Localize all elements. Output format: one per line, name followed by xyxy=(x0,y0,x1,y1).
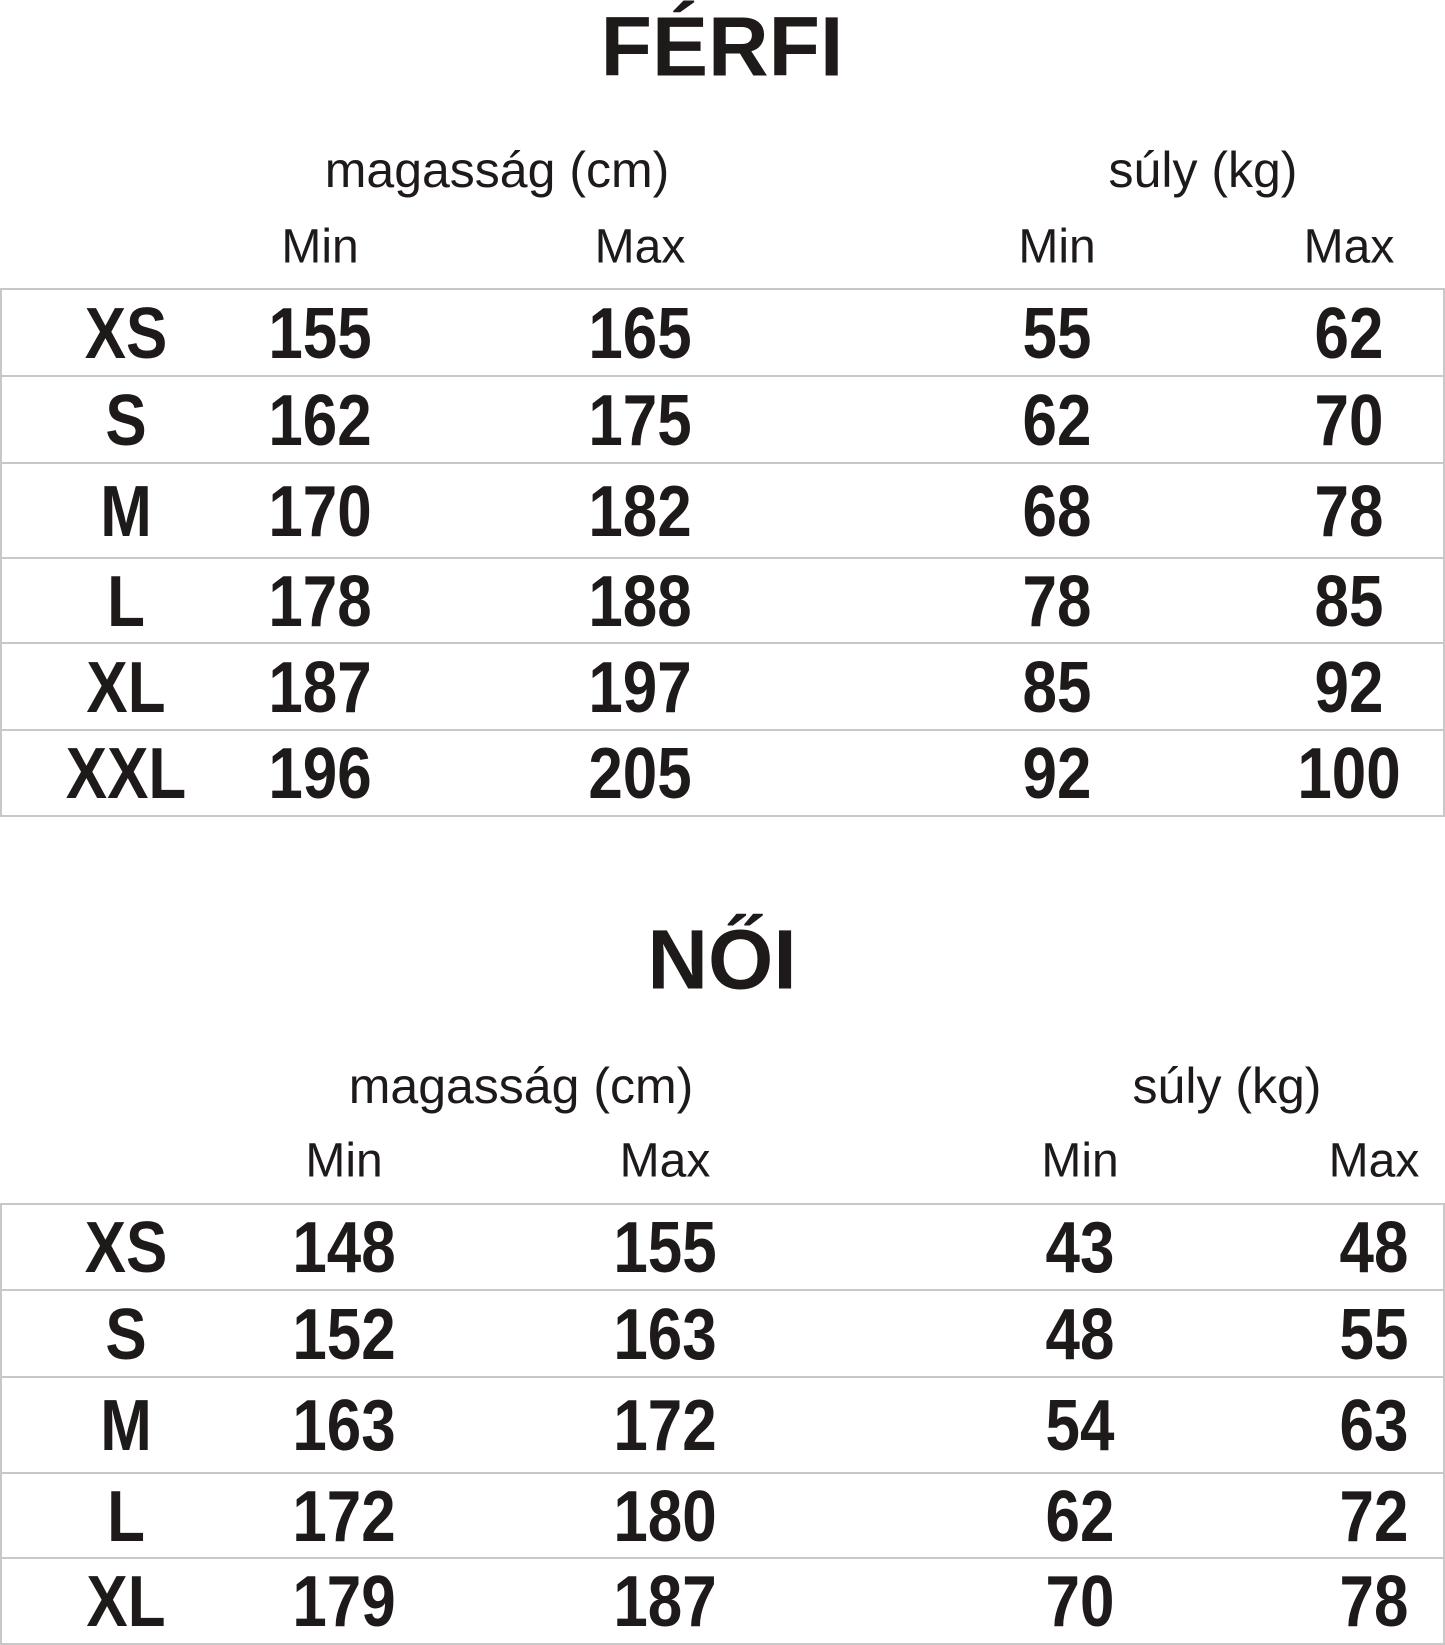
size-label: XS xyxy=(84,293,168,374)
row-divider xyxy=(0,815,1445,817)
min-column-header: Min xyxy=(1041,1134,1119,1188)
table-border xyxy=(1443,288,1445,815)
table-title: NŐI xyxy=(647,912,797,1007)
cell-w-min: 68 xyxy=(1022,471,1092,552)
size-label: L xyxy=(107,561,145,642)
size-label: L xyxy=(107,1476,145,1557)
row-divider xyxy=(0,557,1445,559)
row-divider xyxy=(0,729,1445,731)
cell-w-min: 43 xyxy=(1045,1208,1115,1288)
weight-group-header: súly (kg) xyxy=(1108,142,1298,198)
cell-w-max: 62 xyxy=(1314,293,1384,374)
size-label: XL xyxy=(86,1562,166,1642)
cell-h-min: 155 xyxy=(268,293,372,374)
weight-group-header: súly (kg) xyxy=(1132,1058,1322,1114)
cell-w-max: 48 xyxy=(1339,1208,1409,1288)
size-label: S xyxy=(105,1294,147,1375)
size-label: S xyxy=(105,380,147,461)
row-divider xyxy=(0,462,1445,464)
cell-h-max: 180 xyxy=(613,1476,717,1557)
cell-w-min: 62 xyxy=(1022,380,1092,461)
max-column-header: Max xyxy=(594,220,686,274)
cell-h-max: 165 xyxy=(588,293,692,374)
cell-w-max: 55 xyxy=(1339,1294,1409,1375)
row-divider xyxy=(0,375,1445,377)
row-divider xyxy=(0,1376,1445,1378)
cell-h-min: 162 xyxy=(268,380,372,461)
cell-w-min: 48 xyxy=(1045,1294,1115,1375)
row-divider xyxy=(0,1472,1445,1474)
cell-h-max: 155 xyxy=(613,1208,717,1288)
cell-h-min: 196 xyxy=(268,734,372,814)
table-border xyxy=(1443,1203,1445,1643)
max-column-header: Max xyxy=(1303,220,1395,274)
cell-h-max: 187 xyxy=(613,1562,717,1642)
size-label: M xyxy=(100,471,152,552)
cell-h-min: 172 xyxy=(292,1476,396,1557)
size-label: XXL xyxy=(65,734,187,814)
cell-h-min: 170 xyxy=(268,471,372,552)
height-group-header: magasság (cm) xyxy=(348,1058,694,1114)
cell-h-max: 182 xyxy=(588,471,692,552)
min-column-header: Min xyxy=(1018,220,1096,274)
cell-h-max: 188 xyxy=(588,561,692,642)
cell-w-min: 85 xyxy=(1022,647,1092,728)
cell-w-max: 63 xyxy=(1339,1386,1409,1466)
cell-h-max: 163 xyxy=(613,1294,717,1375)
table-border xyxy=(0,288,2,815)
cell-h-max: 175 xyxy=(588,380,692,461)
cell-w-max: 72 xyxy=(1339,1476,1409,1557)
row-divider xyxy=(0,1557,1445,1559)
table-title: FÉRFI xyxy=(600,0,844,94)
cell-h-min: 163 xyxy=(292,1386,396,1466)
row-divider xyxy=(0,642,1445,644)
row-divider xyxy=(0,1203,1445,1205)
cell-w-max: 78 xyxy=(1314,471,1384,552)
cell-h-min: 187 xyxy=(268,647,372,728)
table-border xyxy=(0,1203,2,1643)
cell-h-max: 197 xyxy=(588,647,692,728)
cell-h-min: 179 xyxy=(292,1562,396,1642)
max-column-header: Max xyxy=(1328,1134,1420,1188)
cell-h-min: 178 xyxy=(268,561,372,642)
cell-w-min: 55 xyxy=(1022,293,1092,374)
cell-h-max: 172 xyxy=(613,1386,717,1466)
row-divider xyxy=(0,288,1445,290)
max-column-header: Max xyxy=(619,1134,711,1188)
min-column-header: Min xyxy=(281,220,359,274)
row-divider xyxy=(0,1289,1445,1291)
cell-h-min: 148 xyxy=(292,1208,396,1288)
cell-w-min: 78 xyxy=(1022,561,1092,642)
cell-h-max: 205 xyxy=(588,734,692,814)
cell-w-max: 100 xyxy=(1297,734,1401,814)
cell-w-max: 92 xyxy=(1314,647,1384,728)
cell-w-min: 70 xyxy=(1045,1562,1115,1642)
size-label: XS xyxy=(84,1208,168,1288)
cell-h-min: 152 xyxy=(292,1294,396,1375)
size-label: XL xyxy=(86,647,166,728)
cell-w-max: 85 xyxy=(1314,561,1384,642)
size-label: M xyxy=(100,1386,152,1466)
cell-w-max: 78 xyxy=(1339,1562,1409,1642)
cell-w-min: 54 xyxy=(1045,1386,1115,1466)
height-group-header: magasság (cm) xyxy=(324,142,670,198)
cell-w-min: 62 xyxy=(1045,1476,1115,1557)
min-column-header: Min xyxy=(305,1134,383,1188)
cell-w-max: 70 xyxy=(1314,380,1384,461)
cell-w-min: 92 xyxy=(1022,734,1092,814)
